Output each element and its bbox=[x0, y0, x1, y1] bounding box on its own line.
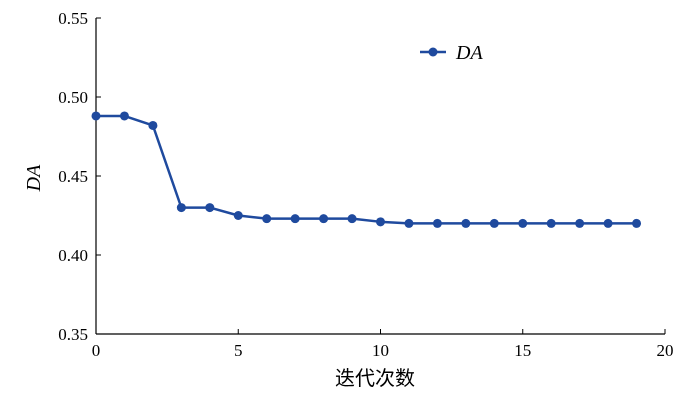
data-point bbox=[91, 111, 101, 121]
x-tick-label: 15 bbox=[514, 341, 531, 360]
y-tick-label: 0.40 bbox=[58, 246, 88, 265]
data-point bbox=[489, 218, 499, 228]
data-point bbox=[319, 214, 329, 224]
x-tick-label: 10 bbox=[372, 341, 389, 360]
data-point bbox=[233, 211, 243, 220]
y-tick-label: 0.35 bbox=[58, 325, 88, 344]
legend-marker bbox=[428, 47, 438, 57]
data-point bbox=[546, 218, 556, 228]
y-tick-label: 0.45 bbox=[58, 167, 88, 186]
data-point bbox=[603, 218, 613, 228]
y-tick-label: 0.55 bbox=[58, 9, 88, 28]
data-point bbox=[432, 218, 442, 228]
x-tick-label: 5 bbox=[234, 341, 243, 360]
data-point bbox=[205, 203, 215, 213]
series bbox=[91, 111, 642, 228]
x-tick-label: 0 bbox=[92, 341, 101, 360]
data-point bbox=[404, 218, 414, 228]
data-point bbox=[632, 218, 642, 228]
data-point bbox=[119, 111, 129, 121]
series-line bbox=[96, 114, 637, 225]
ticks: 0 5 10 15 20 0.35 0.40 0.45 0.50 0.55 bbox=[58, 9, 673, 360]
legend: DA bbox=[420, 42, 483, 64]
data-point bbox=[518, 218, 528, 228]
legend-label: DA bbox=[455, 42, 483, 64]
data-point bbox=[148, 120, 158, 130]
data-point bbox=[347, 214, 357, 224]
y-tick-label: 0.50 bbox=[58, 88, 88, 107]
data-point bbox=[376, 217, 385, 227]
data-point bbox=[262, 214, 272, 224]
data-point bbox=[176, 203, 186, 213]
x-tick-label: 20 bbox=[657, 341, 674, 360]
y-axis-label: DA bbox=[23, 164, 45, 192]
x-axis-label: 迭代次数 bbox=[335, 367, 415, 390]
axes bbox=[95, 18, 665, 335]
data-point bbox=[461, 218, 471, 228]
data-point bbox=[575, 218, 585, 228]
data-point bbox=[290, 214, 300, 224]
